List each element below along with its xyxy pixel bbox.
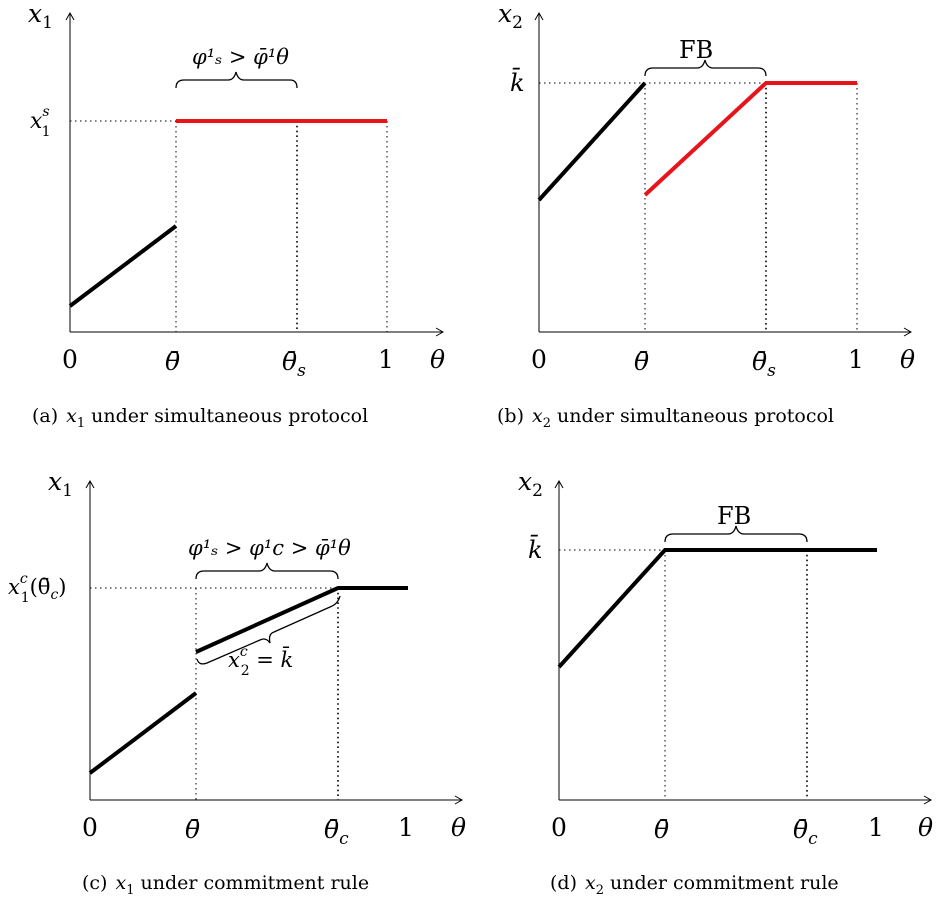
panel-c-annotation-slope: xc 2 = k̄ <box>228 644 293 679</box>
panel-c-caption: (c) x1 under commitment rule <box>82 872 369 898</box>
panel-c-black-segment-low <box>88 691 198 775</box>
panel-d-xtick-1: 1 <box>868 813 884 842</box>
panel-d-black-segment <box>557 548 877 669</box>
panel-c: x1 xc 1(θ̄c) φ¹ₛ > φ¹c > φ̄¹θ xc 2 = k̄ 0 … <box>8 467 466 898</box>
panel-b-ytick-kbar: k̄ <box>510 68 525 97</box>
panel-c-xtick-theta-bar: θ̄ <box>185 815 200 844</box>
panel-c-ytick-xc1: xc 1(θ̄c) <box>8 571 67 606</box>
panel-b: x2 k̄ FB 0 θ̄ θ̄s 1 θ (b) x2 under simulta… <box>497 0 915 431</box>
panel-b-y-axis-label: x2 <box>498 0 523 33</box>
panel-b-x-arrow <box>903 327 913 337</box>
panel-b-red-segment <box>643 81 857 197</box>
panel-c-brace-slope <box>196 595 341 665</box>
panel-c-black-segment-high <box>195 586 408 654</box>
panel-a-xtick-1: 1 <box>378 345 394 374</box>
panel-d-x-axis-label: θ <box>918 813 933 842</box>
panel-d-brace <box>664 525 808 543</box>
panel-d-y-axis-label: x2 <box>518 467 543 501</box>
panel-b-y-arrow <box>534 11 544 21</box>
panel-a-caption: (a) x1 under simultaneous protocol <box>32 405 368 431</box>
panel-b-xtick-theta-bar: θ̄ <box>634 347 649 376</box>
panel-d-x-arrow <box>923 795 933 805</box>
panel-d-caption: (d) x2 under commitment rule <box>550 872 839 898</box>
panel-c-xtick-theta-c: θ̄c <box>324 815 349 849</box>
panel-a-x-axis-label: θ <box>430 345 445 374</box>
panel-c-annotation-top: φ¹ₛ > φ¹c > φ̄¹θ <box>188 536 351 560</box>
panel-c-x-arrow <box>454 795 464 805</box>
panel-c-x-axis-label: θ <box>451 813 466 842</box>
panel-a: x1 xs 1 φ¹ₛ > φ̄¹θ 0 θ̄ θ̄s 1 θ (a) x1 unde… <box>28 0 445 431</box>
panel-a-xtick-theta-bar: θ̄ <box>165 347 180 376</box>
panel-a-annotation: φ¹ₛ > φ̄¹θ <box>192 45 289 69</box>
panel-b-xtick-0: 0 <box>531 345 547 374</box>
panel-c-y-axis-label: x1 <box>48 467 73 501</box>
panel-d-ytick-kbar: k̄ <box>528 535 543 564</box>
panel-c-xtick-0: 0 <box>82 813 98 842</box>
panel-b-xtick-theta-s: θ̄s <box>752 347 776 381</box>
panel-b-x-axis-label: θ <box>900 345 915 374</box>
panel-d-xtick-0: 0 <box>551 813 567 842</box>
panel-b-black-segment <box>537 81 647 202</box>
panel-d-annotation: FB <box>717 502 751 530</box>
panel-c-y-arrow <box>85 479 95 489</box>
panel-b-brace <box>644 59 767 77</box>
panel-a-brace <box>175 71 298 89</box>
panel-c-xtick-1: 1 <box>398 813 414 842</box>
panel-a-black-segment <box>68 224 178 308</box>
panel-a-x-arrow <box>435 327 445 337</box>
panel-a-ytick-xs1: xs 1 <box>30 104 51 140</box>
panel-c-brace-top <box>195 562 339 580</box>
panel-b-caption: (b) x2 under simultaneous protocol <box>497 405 834 431</box>
panel-a-y-arrow <box>65 11 75 21</box>
panel-a-xtick-0: 0 <box>62 345 78 374</box>
panel-d-xtick-theta-c: θ̄c <box>793 815 818 849</box>
panel-b-xtick-1: 1 <box>848 345 864 374</box>
panel-d-xtick-theta-bar: θ̄ <box>654 815 669 844</box>
panel-a-y-axis-label: x1 <box>28 0 53 33</box>
panel-d-y-arrow <box>554 479 564 489</box>
panel-d: x2 k̄ FB 0 θ̄ θ̄c 1 θ (d) x2 under commitm… <box>518 467 933 898</box>
panel-b-annotation: FB <box>679 36 713 64</box>
panel-a-xtick-theta-s: θ̄s <box>282 347 306 381</box>
